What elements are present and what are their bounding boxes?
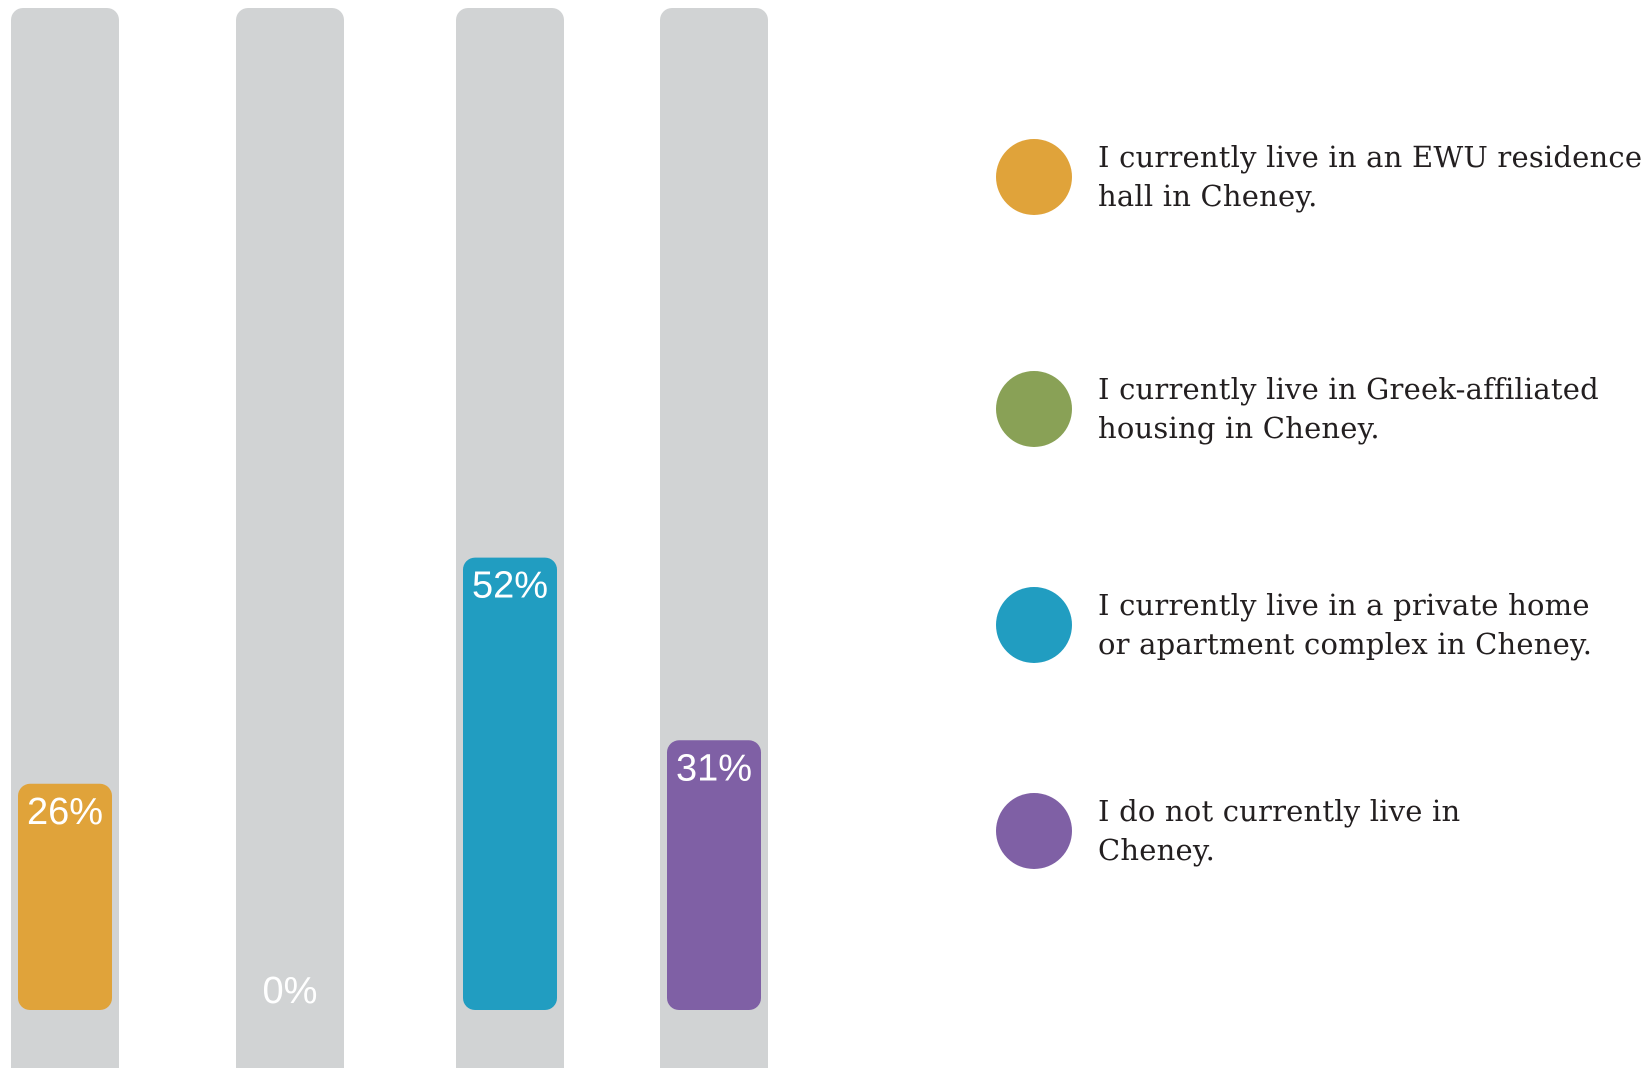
bar-track-greek-housing bbox=[236, 8, 344, 1068]
value-label-not-in-cheney: 31% bbox=[676, 747, 752, 789]
value-label-private-home: 52% bbox=[472, 565, 548, 607]
bar-not-in-cheney bbox=[667, 740, 761, 1010]
value-label-greek-housing: 0% bbox=[263, 970, 318, 1012]
value-label-residence-hall: 26% bbox=[27, 791, 103, 833]
bar-residence-hall bbox=[18, 783, 112, 1010]
bar-private-home bbox=[463, 557, 557, 1010]
